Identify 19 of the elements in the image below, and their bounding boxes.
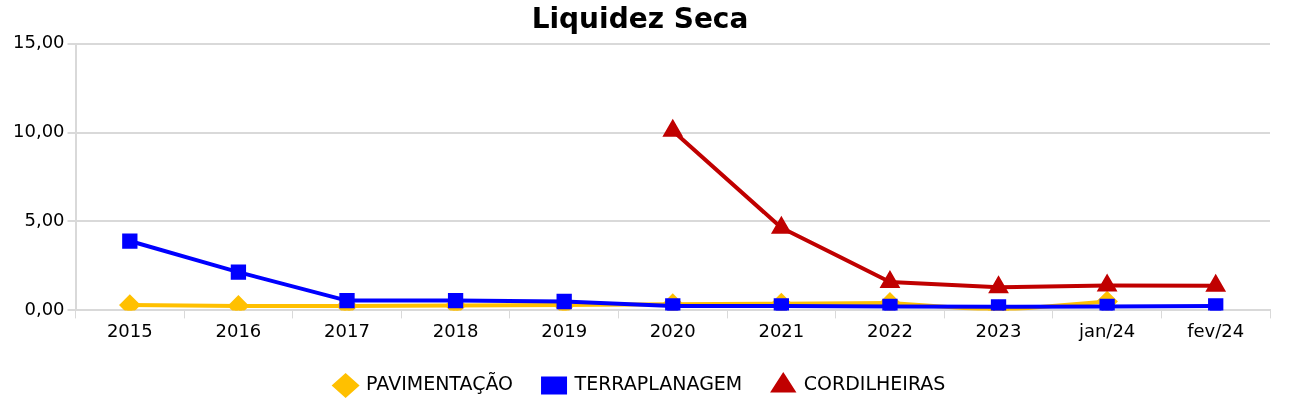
x-tick-label: 2021 — [758, 319, 805, 341]
x-tick-label: 2018 — [432, 319, 479, 341]
legend-label: TERRAPLANAGEM — [573, 372, 743, 395]
y-tick-label: 15,00 — [13, 31, 65, 53]
x-tick-label: 2022 — [867, 319, 913, 341]
x-tick-label: fev/24 — [1187, 319, 1245, 341]
x-tick-label: 2019 — [541, 319, 588, 341]
chart-title: Liquidez Seca — [531, 2, 749, 36]
x-tick-label: 2020 — [649, 319, 696, 341]
x-tick-label: jan/24 — [1077, 319, 1136, 341]
y-tick-label: 0,00 — [24, 298, 65, 320]
legend-label: CORDILHEIRAS — [803, 372, 946, 395]
x-tick-label: 2016 — [215, 319, 262, 341]
legend-label: PAVIMENTAÇÃO — [366, 372, 514, 395]
x-tick-label: 2017 — [324, 319, 370, 341]
y-tick-label: 5,00 — [24, 209, 65, 231]
y-tick-label: 10,00 — [13, 120, 65, 142]
x-tick-label: 2015 — [106, 319, 153, 341]
x-tick-label: 2023 — [975, 319, 1022, 341]
